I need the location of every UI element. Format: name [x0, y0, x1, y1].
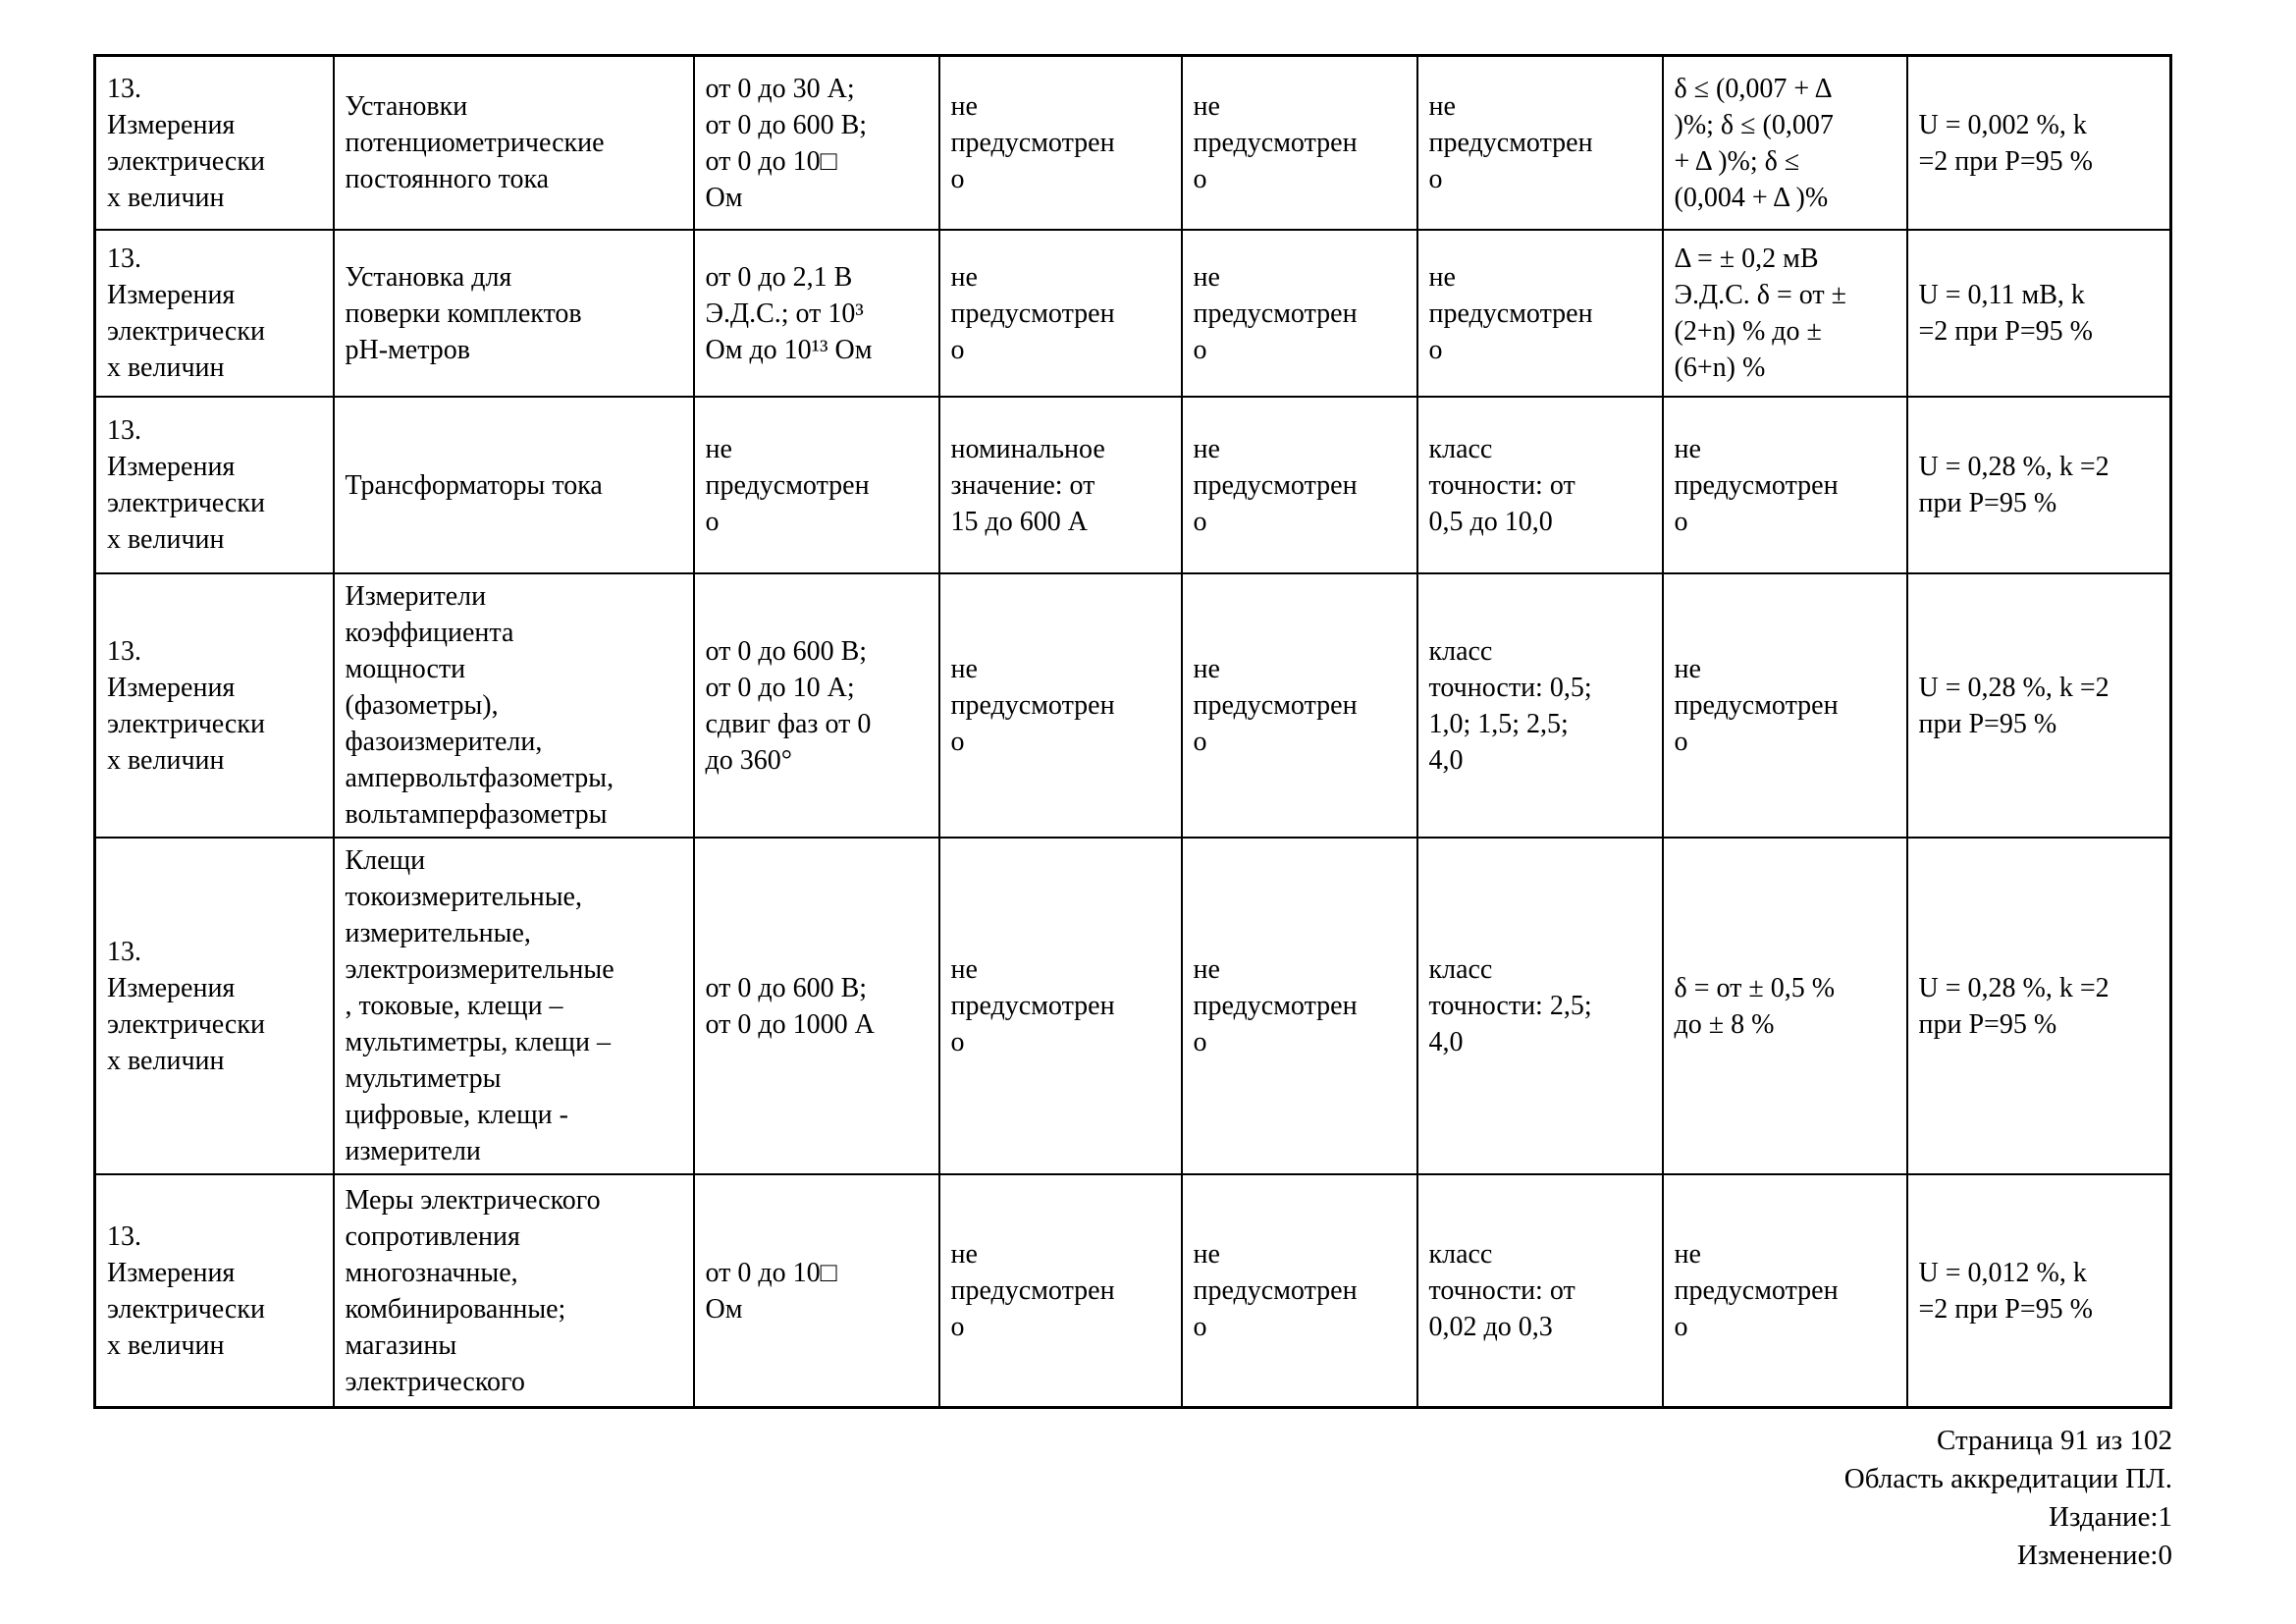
- table-cell: не предусмотрен о: [1415, 54, 1664, 231]
- table-cell: 13. Измерения электрически х величин: [93, 572, 335, 839]
- table-cell: 13. Измерения электрически х величин: [93, 837, 335, 1175]
- table-cell: U = 0,11 мВ, k =2 при Р=95 %: [1905, 229, 2172, 398]
- table-cell: не предусмотрен о: [1180, 229, 1418, 398]
- table-cell: класс точности: от 0,02 до 0,3: [1415, 1173, 1664, 1409]
- table-cell: не предусмотрен о: [692, 396, 940, 574]
- table-cell: от 0 до 10□ Ом: [692, 1173, 940, 1409]
- table-cell: не предусмотрен о: [1180, 837, 1418, 1175]
- table-cell: 13. Измерения электрически х величин: [93, 54, 335, 231]
- table-cell: не предусмотрен о: [1415, 229, 1664, 398]
- table-cell: Клещи токоизмерительные, измерительные, …: [332, 837, 695, 1175]
- table-cell: U = 0,28 %, k =2 при Р=95 %: [1905, 396, 2172, 574]
- table-cell: от 0 до 600 В; от 0 до 10 А; сдвиг фаз о…: [692, 572, 940, 839]
- table-cell: не предусмотрен о: [937, 229, 1183, 398]
- table-row: 13. Измерения электрически х величин Уста…: [93, 229, 2172, 398]
- table-cell: класс точности: 2,5; 4,0: [1415, 837, 1664, 1175]
- table-cell: от 0 до 30 А; от 0 до 600 В; от 0 до 10□…: [692, 54, 940, 231]
- table-row: 13. Измерения электрически х величин Тран…: [93, 396, 2172, 574]
- table-cell: от 0 до 2,1 В Э.Д.С.; от 10³ Ом до 10¹³ …: [692, 229, 940, 398]
- table-cell: не предусмотрен о: [937, 837, 1183, 1175]
- table-cell: U = 0,012 %, k =2 при Р=95 %: [1905, 1173, 2172, 1409]
- table-cell: не предусмотрен о: [937, 1173, 1183, 1409]
- table-cell: не предусмотрен о: [1180, 54, 1418, 231]
- table-cell: Δ = ± 0,2 мВ Э.Д.С. δ = от ± (2+n) % до …: [1661, 229, 1908, 398]
- table-cell: не предусмотрен о: [1180, 1173, 1418, 1409]
- table-cell: не предусмотрен о: [1661, 396, 1908, 574]
- table-cell: не предусмотрен о: [1180, 572, 1418, 839]
- table-cell: не предусмотрен о: [1661, 1173, 1908, 1409]
- accreditation-scope-table: 13. Измерения электрически х величин Уста…: [93, 54, 2172, 1409]
- table-row: 13. Измерения электрически х величин Клещ…: [93, 837, 2172, 1175]
- table-cell: номинальное значение: от 15 до 600 А: [937, 396, 1183, 574]
- table-cell: Трансформаторы тока: [332, 396, 695, 574]
- table-cell: не предусмотрен о: [937, 572, 1183, 839]
- footer-revision: Изменение:0: [2016, 1540, 2172, 1571]
- table-cell: класс точности: 0,5; 1,0; 1,5; 2,5; 4,0: [1415, 572, 1664, 839]
- table-cell: 13. Измерения электрически х величин: [93, 396, 335, 574]
- table-row: 13. Измерения электрически х величин Изме…: [93, 572, 2172, 839]
- table-row: 13. Измерения электрически х величин Уста…: [93, 54, 2172, 231]
- footer-edition: Издание:1: [2049, 1501, 2172, 1533]
- table-row: 13. Измерения электрически х величин Меры…: [93, 1173, 2172, 1409]
- table-body: 13. Измерения электрически х величин Уста…: [93, 54, 2172, 1409]
- table-cell: не предусмотрен о: [1180, 396, 1418, 574]
- table-cell: Меры электрического сопротивления многоз…: [332, 1173, 695, 1409]
- table-cell: Измерители коэффициента мощности (фазоме…: [332, 572, 695, 839]
- footer-page-number: Страница 91 из 102: [1936, 1425, 2172, 1456]
- footer-accreditation-scope-label: Область аккредитации ПЛ.: [1843, 1463, 2172, 1494]
- table-cell: U = 0,002 %, k =2 при Р=95 %: [1905, 54, 2172, 231]
- table-cell: Установка для поверки комплектов рН-метр…: [332, 229, 695, 398]
- table-cell: δ = от ± 0,5 % до ± 8 %: [1661, 837, 1908, 1175]
- table-cell: не предусмотрен о: [1661, 572, 1908, 839]
- table-cell: δ ≤ (0,007 + Δ )%; δ ≤ (0,007 + Δ )%; δ …: [1661, 54, 1908, 231]
- table-cell: от 0 до 600 В; от 0 до 1000 А: [692, 837, 940, 1175]
- table-cell: U = 0,28 %, k =2 при Р=95 %: [1905, 837, 2172, 1175]
- table-cell: не предусмотрен о: [937, 54, 1183, 231]
- table-cell: Установки потенциометрические постоянног…: [332, 54, 695, 231]
- table-cell: класс точности: от 0,5 до 10,0: [1415, 396, 1664, 574]
- page-footer: Страница 91 из 102 Область аккредитации …: [1844, 1422, 2172, 1575]
- table-cell: U = 0,28 %, k =2 при Р=95 %: [1905, 572, 2172, 839]
- table-cell: 13. Измерения электрически х величин: [93, 1173, 335, 1409]
- table-cell: 13. Измерения электрически х величин: [93, 229, 335, 398]
